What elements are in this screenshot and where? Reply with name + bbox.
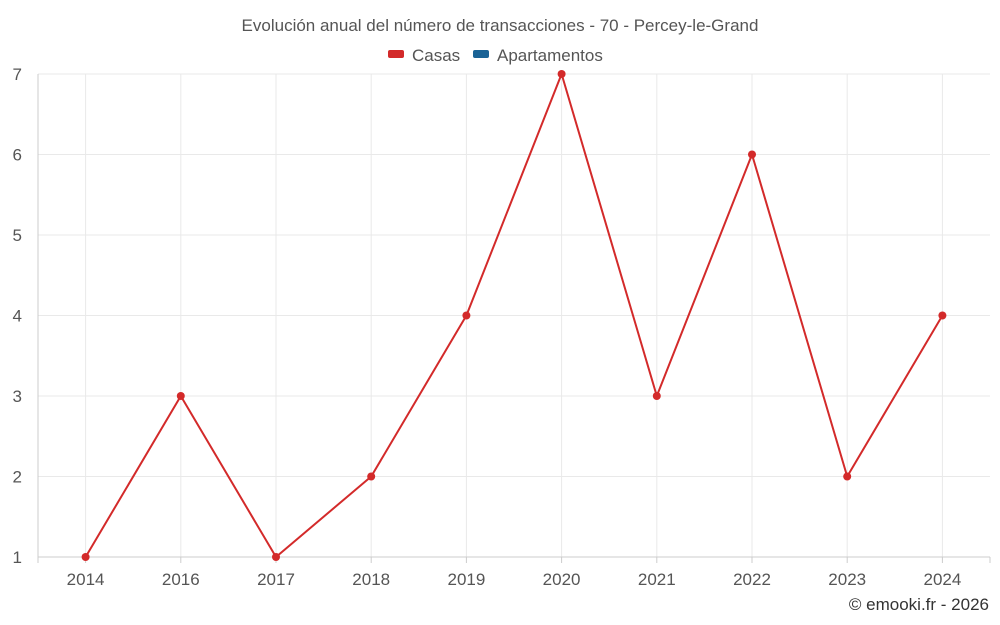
x-tick-label: 2023 [828, 570, 866, 589]
data-point-casas-2016[interactable] [176, 392, 185, 400]
y-tick-label: 6 [13, 146, 22, 165]
x-tick-label: 2021 [638, 570, 676, 589]
x-tick-label: 2024 [923, 570, 961, 589]
series [81, 70, 947, 561]
data-point-casas-2014[interactable] [81, 553, 90, 561]
x-tick-label: 2019 [447, 570, 485, 589]
data-point-casas-2020[interactable] [557, 70, 566, 78]
y-tick-label: 1 [13, 548, 22, 567]
legend-swatch-casas [388, 50, 404, 58]
series-line-casas [84, 73, 944, 558]
x-tick-label: 2018 [352, 570, 390, 589]
legend-item-casas[interactable]: Casas [388, 46, 460, 65]
y-tick-label: 3 [13, 387, 22, 406]
legend-swatch-apartamentos [473, 50, 489, 58]
legend-label-casas: Casas [412, 46, 460, 65]
credit-text: © emooki.fr - 2026 [849, 595, 989, 614]
x-tick-label: 2022 [733, 570, 771, 589]
legend: Casas Apartamentos [388, 46, 603, 65]
data-point-casas-2022[interactable] [748, 150, 756, 159]
chart-title: Evolución anual del número de transaccio… [242, 16, 759, 35]
y-tick-label: 7 [13, 65, 22, 84]
data-point-casas-2021[interactable] [652, 392, 661, 400]
y-tick-label: 5 [13, 226, 22, 245]
y-tick-label: 2 [13, 468, 22, 487]
data-point-casas-2023[interactable] [843, 472, 852, 481]
x-tick-label: 2017 [257, 570, 295, 589]
data-point-casas-2019[interactable] [462, 311, 471, 320]
legend-label-apartamentos: Apartamentos [497, 46, 603, 65]
y-tick-label: 4 [13, 307, 22, 326]
x-tick-label: 2014 [67, 570, 105, 589]
axes: 1 2 3 4 5 6 7 2014 2016 2017 2018 2019 2020 2021 2022 2… [13, 65, 991, 589]
x-tick-label: 2020 [543, 570, 581, 589]
data-point-casas-2017[interactable] [272, 553, 280, 561]
data-point-casas-2024[interactable] [938, 311, 947, 320]
grid [38, 73, 990, 557]
legend-item-apartamentos[interactable]: Apartamentos [473, 46, 603, 65]
data-point-casas-2018[interactable] [367, 472, 376, 481]
x-tick-label: 2016 [162, 570, 200, 589]
